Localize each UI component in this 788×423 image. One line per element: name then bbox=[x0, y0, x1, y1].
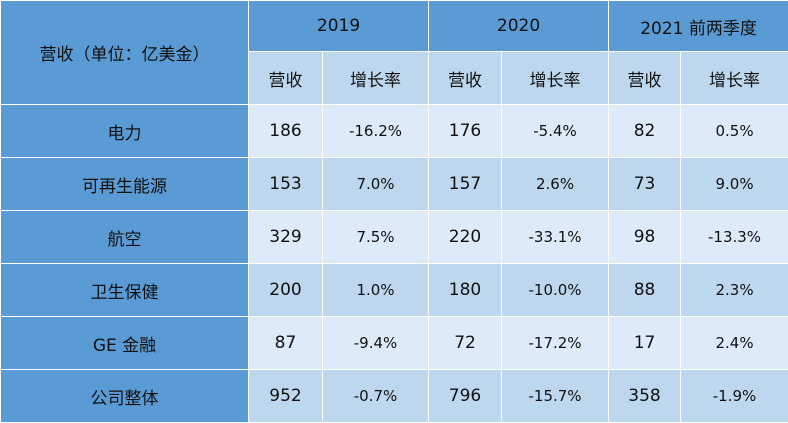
growth-cell: -15.7% bbox=[502, 370, 609, 423]
row-label: 可再生能源 bbox=[1, 158, 249, 211]
table-row: GE 金融 87 -9.4% 72 -17.2% 17 2.4% bbox=[1, 317, 788, 370]
table-row: 卫生保健 200 1.0% 180 -10.0% 88 2.3% bbox=[1, 264, 788, 317]
growth-cell: -17.2% bbox=[502, 317, 609, 370]
row-label: 航空 bbox=[1, 211, 249, 264]
growth-cell: 9.0% bbox=[681, 158, 788, 211]
row-label: 电力 bbox=[1, 105, 249, 158]
growth-subheader: 增长率 bbox=[681, 52, 788, 105]
revenue-cell: 98 bbox=[609, 211, 681, 264]
row-label: GE 金融 bbox=[1, 317, 249, 370]
revenue-subheader: 营收 bbox=[249, 52, 323, 105]
growth-subheader: 增长率 bbox=[323, 52, 429, 105]
revenue-cell: 153 bbox=[249, 158, 323, 211]
growth-subheader: 增长率 bbox=[502, 52, 609, 105]
revenue-cell: 157 bbox=[429, 158, 502, 211]
revenue-cell: 72 bbox=[429, 317, 502, 370]
year-2019-header: 2019 bbox=[249, 1, 429, 52]
revenue-cell: 329 bbox=[249, 211, 323, 264]
revenue-cell: 87 bbox=[249, 317, 323, 370]
revenue-subheader: 营收 bbox=[609, 52, 681, 105]
table-row-total: 公司整体 952 -0.7% 796 -15.7% 358 -1.9% bbox=[1, 370, 788, 423]
growth-cell: -9.4% bbox=[323, 317, 429, 370]
growth-cell: -1.9% bbox=[681, 370, 788, 423]
revenue-cell: 82 bbox=[609, 105, 681, 158]
revenue-cell: 358 bbox=[609, 370, 681, 423]
growth-cell: 0.5% bbox=[681, 105, 788, 158]
growth-cell: -0.7% bbox=[323, 370, 429, 423]
revenue-cell: 176 bbox=[429, 105, 502, 158]
growth-cell: -10.0% bbox=[502, 264, 609, 317]
table-row: 可再生能源 153 7.0% 157 2.6% 73 9.0% bbox=[1, 158, 788, 211]
year-2021-header: 2021 前两季度 bbox=[609, 1, 788, 52]
growth-cell: -33.1% bbox=[502, 211, 609, 264]
growth-cell: 2.6% bbox=[502, 158, 609, 211]
growth-cell: 7.5% bbox=[323, 211, 429, 264]
revenue-cell: 180 bbox=[429, 264, 502, 317]
year-header-row: 营收（单位：亿美金） 2019 2020 2021 前两季度 bbox=[1, 1, 788, 52]
growth-cell: 7.0% bbox=[323, 158, 429, 211]
revenue-cell: 952 bbox=[249, 370, 323, 423]
growth-cell: -16.2% bbox=[323, 105, 429, 158]
revenue-cell: 186 bbox=[249, 105, 323, 158]
revenue-cell: 200 bbox=[249, 264, 323, 317]
revenue-subheader: 营收 bbox=[429, 52, 502, 105]
revenue-cell: 220 bbox=[429, 211, 502, 264]
revenue-cell: 796 bbox=[429, 370, 502, 423]
table-row: 航空 329 7.5% 220 -33.1% 98 -13.3% bbox=[1, 211, 788, 264]
row-label: 卫生保健 bbox=[1, 264, 249, 317]
revenue-cell: 88 bbox=[609, 264, 681, 317]
growth-cell: 2.4% bbox=[681, 317, 788, 370]
revenue-cell: 73 bbox=[609, 158, 681, 211]
growth-cell: -13.3% bbox=[681, 211, 788, 264]
row-label: 公司整体 bbox=[1, 370, 249, 423]
revenue-cell: 17 bbox=[609, 317, 681, 370]
growth-cell: 1.0% bbox=[323, 264, 429, 317]
growth-cell: -5.4% bbox=[502, 105, 609, 158]
table-row: 电力 186 -16.2% 176 -5.4% 82 0.5% bbox=[1, 105, 788, 158]
corner-header: 营收（单位：亿美金） bbox=[1, 1, 249, 105]
year-2020-header: 2020 bbox=[429, 1, 609, 52]
growth-cell: 2.3% bbox=[681, 264, 788, 317]
